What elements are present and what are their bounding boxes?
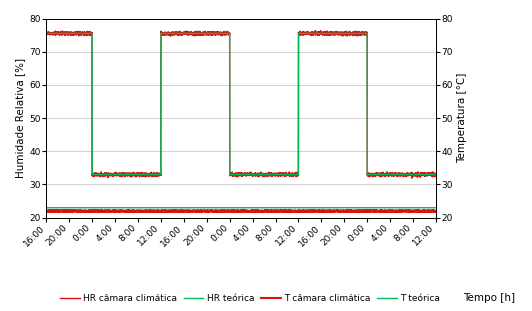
Y-axis label: Temperatura [°C]: Temperatura [°C] (457, 73, 467, 163)
Y-axis label: Humidade Relativa [%]: Humidade Relativa [%] (15, 58, 25, 178)
Text: Tempo [h]: Tempo [h] (463, 293, 516, 303)
Legend: HR câmara climática, HR teórica, T câmara climática, T teórica: HR câmara climática, HR teórica, T câmar… (56, 290, 444, 306)
